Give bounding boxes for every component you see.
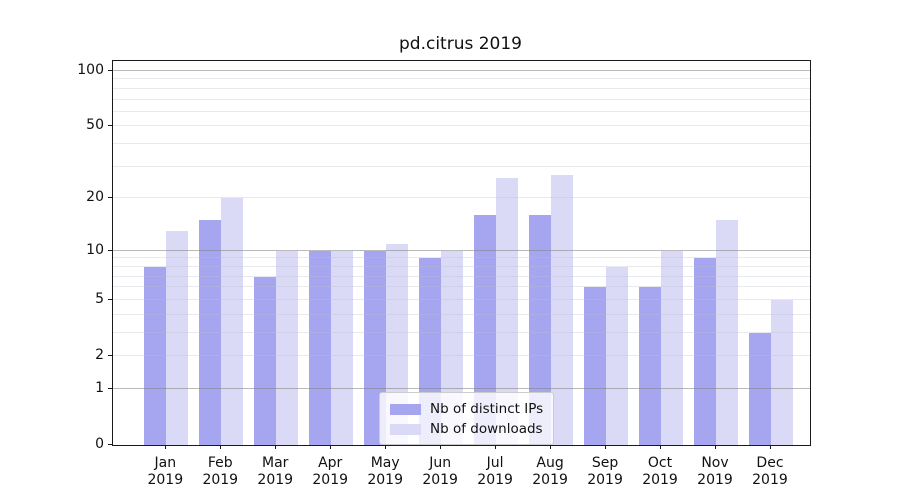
x-tick-year: 2019 (642, 472, 678, 488)
legend: Nb of distinct IPs Nb of downloads (379, 392, 555, 445)
x-tick-label: Mar 2019 (240, 455, 310, 489)
x-tick-label: Nov 2019 (680, 455, 750, 489)
x-tick-month: Jul (486, 455, 504, 471)
x-tick-year: 2019 (257, 472, 294, 488)
x-tick-mark (660, 445, 662, 449)
x-tick-month: Oct (647, 455, 673, 471)
y-tick-label: 2 (95, 346, 104, 363)
y-tick-mark (108, 70, 112, 71)
bar-nb-of-distinct-ips-oct (639, 287, 662, 445)
y-tick-mark (108, 125, 112, 127)
y-tick-label: 100 (77, 62, 104, 78)
x-tick-year: 2019 (422, 472, 458, 488)
x-tick-year: 2019 (752, 472, 788, 488)
y-tick-label: 10 (86, 241, 104, 258)
bar-nb-of-distinct-ips-mar (254, 276, 277, 445)
bar-nb-of-downloads-oct (661, 250, 684, 445)
x-tick-month: Nov (701, 455, 729, 471)
y-tick-label: 1 (95, 379, 104, 396)
x-tick-year: 2019 (532, 472, 568, 488)
bar-nb-of-distinct-ips-aug (529, 215, 552, 445)
x-tick-label: Jan 2019 (130, 455, 200, 489)
y-tick-mark (108, 249, 112, 251)
legend-label: Nb of downloads (430, 421, 543, 437)
x-tick-month: Apr (318, 455, 343, 471)
legend-swatch-nb-of-distinct-ips (390, 403, 421, 415)
bar-nb-of-distinct-ips-nov (694, 258, 716, 445)
x-tick-label: Oct 2019 (625, 455, 695, 489)
x-tick-month: Mar (262, 455, 289, 471)
legend-swatch-nb-of-downloads (390, 423, 421, 435)
y-tick-mark (108, 444, 112, 445)
x-tick-year: 2019 (312, 472, 349, 488)
x-tick-label: Sep 2019 (570, 455, 640, 489)
y-tick-mark (108, 354, 112, 356)
chart-title: pd.citrus 2019 (398, 34, 522, 54)
y-tick-mark (108, 197, 112, 199)
x-tick-mark (220, 445, 222, 449)
y-tick-label: 5 (95, 290, 104, 307)
x-tick-mark (769, 445, 771, 449)
legend-item: Nb of distinct IPs (390, 399, 543, 419)
bar-nb-of-distinct-ips-jan (144, 266, 167, 445)
x-tick-month: Dec (756, 455, 784, 471)
legend-label: Nb of distinct IPs (430, 401, 544, 417)
bar-nb-of-distinct-ips-sep (584, 287, 607, 445)
x-tick-month: Feb (207, 455, 233, 471)
x-tick-year: 2019 (202, 472, 239, 488)
x-tick-month: Sep (591, 455, 619, 471)
x-tick-year: 2019 (367, 472, 403, 488)
x-tick-label: Apr 2019 (295, 455, 365, 489)
x-tick-mark (275, 445, 277, 449)
y-tick-mark (108, 298, 112, 300)
bar-nb-of-distinct-ips-apr (309, 250, 332, 445)
bar-nb-of-downloads-nov (716, 220, 738, 445)
bar-nb-of-downloads-jul (496, 177, 519, 445)
bar-nb-of-downloads-sep (606, 266, 629, 445)
x-tick-year: 2019 (147, 472, 184, 488)
x-tick-mark (440, 445, 442, 449)
bar-nb-of-distinct-ips-feb (199, 220, 222, 445)
bar-nb-of-downloads-aug (551, 174, 574, 445)
y-tick-label: 0 (95, 436, 104, 452)
x-tick-label: Jun 2019 (405, 455, 475, 489)
x-tick-label: Jul 2019 (460, 455, 530, 489)
x-tick-month: Jun (429, 455, 452, 471)
bar-nb-of-downloads-jan (166, 231, 189, 445)
x-tick-label: May 2019 (350, 455, 420, 489)
x-tick-month: May (370, 455, 400, 471)
x-tick-month: Aug (536, 455, 564, 471)
x-tick-label: Aug 2019 (515, 455, 585, 489)
y-tick-label: 50 (86, 117, 104, 134)
x-tick-year: 2019 (477, 472, 513, 488)
bar-nb-of-downloads-dec (770, 299, 793, 445)
x-tick-month: Jan (154, 455, 177, 471)
x-tick-mark (330, 445, 332, 449)
bar-nb-of-downloads-apr (331, 250, 354, 445)
bar-nb-of-distinct-ips-jul (474, 215, 497, 445)
x-tick-mark (605, 445, 607, 449)
bar-nb-of-distinct-ips-dec (748, 332, 771, 445)
x-tick-label: Feb 2019 (185, 455, 255, 489)
plot-area: Nb of distinct IPs Nb of downloads (112, 60, 811, 446)
x-tick-year: 2019 (587, 472, 623, 488)
y-tick-mark (108, 387, 112, 389)
x-tick-label: Dec 2019 (735, 455, 805, 489)
x-tick-mark (495, 445, 497, 449)
legend-item: Nb of downloads (390, 419, 543, 439)
x-tick-mark (385, 445, 387, 449)
y-tick-label: 20 (86, 189, 104, 206)
bar-nb-of-downloads-mar (276, 250, 299, 445)
x-tick-mark (165, 445, 167, 449)
x-tick-mark (715, 445, 716, 449)
bar-nb-of-downloads-feb (221, 198, 244, 445)
x-tick-year: 2019 (697, 472, 733, 488)
x-tick-mark (550, 445, 552, 449)
bars-layer (113, 61, 810, 445)
